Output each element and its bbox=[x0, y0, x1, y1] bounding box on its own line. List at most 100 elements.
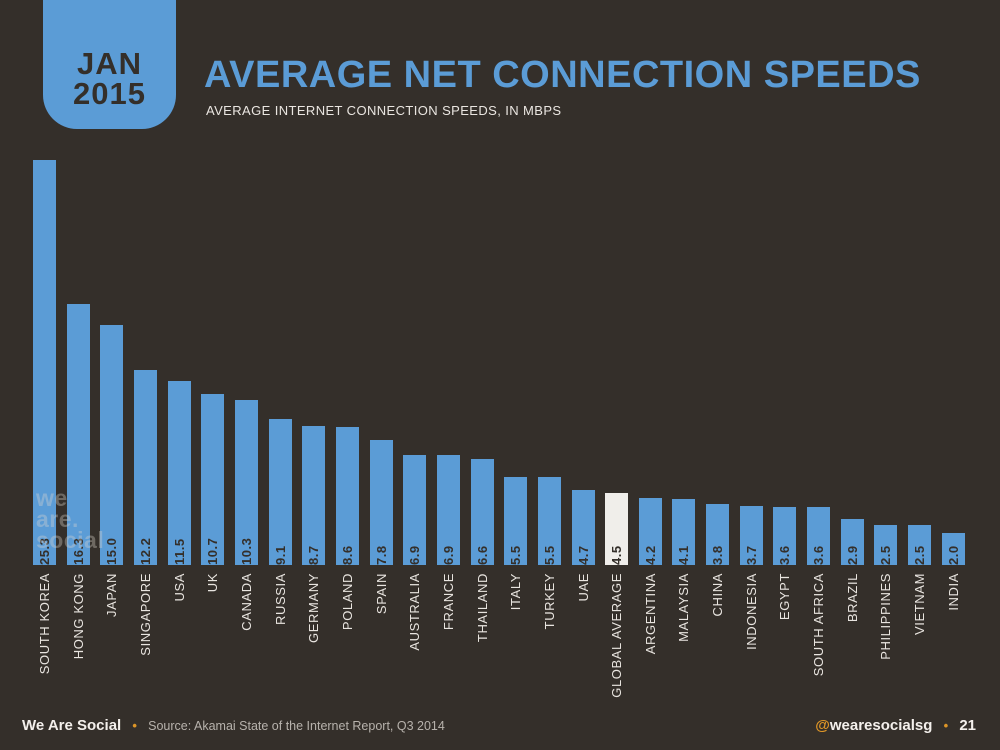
category-label-japan: JAPAN bbox=[104, 573, 120, 617]
category-label-thailand: THAILAND bbox=[474, 573, 490, 643]
bar-australia: 6.9 bbox=[403, 455, 427, 565]
brand-name: We Are Social bbox=[22, 717, 122, 734]
category-slot-australia: AUSTRALIA bbox=[403, 573, 426, 698]
bar-germany: 8.7 bbox=[302, 426, 326, 565]
bar-value-uae: 4.7 bbox=[575, 545, 591, 565]
watermark-line: are. bbox=[36, 506, 79, 532]
bar-value-global-average: 4.5 bbox=[609, 545, 625, 565]
category-slot-indonesia: INDONESIA bbox=[740, 573, 763, 698]
category-label-uk: UK bbox=[205, 573, 221, 593]
bar-egypt: 3.6 bbox=[773, 507, 797, 565]
watermark-line: we bbox=[36, 485, 68, 511]
category-label-south-africa: SOUTH AFRICA bbox=[811, 573, 827, 677]
bar-value-turkey: 5.5 bbox=[541, 545, 557, 565]
category-label-egypt: EGYPT bbox=[777, 573, 793, 621]
category-slot-spain: SPAIN bbox=[370, 573, 393, 698]
bar-philippines: 2.5 bbox=[874, 525, 898, 565]
category-label-canada: CANADA bbox=[238, 573, 254, 631]
bar-value-poland: 8.6 bbox=[339, 545, 355, 565]
bar-japan: 15.0 bbox=[100, 325, 124, 565]
bar-uae: 4.7 bbox=[571, 490, 595, 565]
category-label-argentina: ARGENTINA bbox=[642, 573, 658, 655]
bar-spain: 7.8 bbox=[369, 440, 393, 565]
category-label-turkey: TURKEY bbox=[541, 573, 557, 630]
category-label-france: FRANCE bbox=[440, 573, 456, 631]
category-label-usa: USA bbox=[171, 573, 187, 602]
bar-value-malaysia: 4.1 bbox=[676, 545, 692, 565]
bar-vietnam: 2.5 bbox=[908, 525, 932, 565]
category-label-philippines: PHILIPPINES bbox=[878, 573, 894, 660]
badge-year: 2015 bbox=[73, 76, 146, 111]
bar-value-russia: 9.1 bbox=[272, 545, 288, 565]
bar-poland: 8.6 bbox=[335, 427, 359, 565]
bar-value-philippines: 2.5 bbox=[878, 545, 894, 565]
bar-value-spain: 7.8 bbox=[373, 545, 389, 565]
category-slot-uk: UK bbox=[201, 573, 224, 698]
category-label-australia: AUSTRALIA bbox=[407, 573, 423, 651]
category-slot-usa: USA bbox=[168, 573, 191, 698]
category-slot-global-average: GLOBAL AVERAGE bbox=[605, 573, 628, 698]
category-slot-argentina: ARGENTINA bbox=[639, 573, 662, 698]
bar-south-africa: 3.6 bbox=[807, 507, 831, 565]
bar-value-usa: 11.5 bbox=[171, 538, 187, 565]
bar-india: 2.0 bbox=[941, 533, 965, 565]
category-label-indonesia: INDONESIA bbox=[743, 573, 759, 650]
category-slot-china: CHINA bbox=[706, 573, 729, 698]
category-label-global-average: GLOBAL AVERAGE bbox=[609, 573, 625, 698]
category-label-uae: UAE bbox=[575, 573, 591, 602]
bullet-separator-icon: • bbox=[132, 718, 137, 733]
category-slot-canada: CANADA bbox=[235, 573, 258, 698]
at-sign-icon: @ bbox=[815, 717, 830, 734]
category-slot-thailand: THAILAND bbox=[471, 573, 494, 698]
bar-value-vietnam: 2.5 bbox=[912, 545, 928, 565]
bar-value-japan: 15.0 bbox=[104, 537, 120, 565]
category-slot-uae: UAE bbox=[572, 573, 595, 698]
category-label-south-korea: SOUTH KOREA bbox=[37, 573, 52, 675]
social-handle: wearesocialsg bbox=[829, 717, 933, 734]
bar-argentina: 4.2 bbox=[638, 498, 662, 565]
bar-value-australia: 6.9 bbox=[407, 545, 423, 565]
bar-value-singapore: 12.2 bbox=[137, 537, 153, 565]
category-label-brazil: BRAZIL bbox=[844, 573, 860, 623]
bar-turkey: 5.5 bbox=[537, 477, 561, 565]
bar-value-italy: 5.5 bbox=[508, 545, 524, 565]
category-label-china: CHINA bbox=[710, 573, 726, 617]
bar-malaysia: 4.1 bbox=[672, 499, 696, 565]
category-slot-vietnam: VIETNAM bbox=[908, 573, 931, 698]
category-slot-malaysia: MALAYSIA bbox=[672, 573, 695, 698]
bar-russia: 9.1 bbox=[268, 419, 292, 565]
category-slot-philippines: PHILIPPINES bbox=[874, 573, 897, 698]
category-label-spain: SPAIN bbox=[373, 573, 389, 615]
page-number: 21 bbox=[959, 717, 976, 734]
watermark-line: social bbox=[36, 527, 105, 553]
bar-value-france: 6.9 bbox=[440, 545, 456, 565]
category-slot-italy: ITALY bbox=[504, 573, 527, 698]
category-label-hong-kong: HONG KONG bbox=[70, 573, 86, 660]
category-slot-egypt: EGYPT bbox=[773, 573, 796, 698]
bar-value-argentina: 4.2 bbox=[642, 545, 658, 565]
category-slot-turkey: TURKEY bbox=[538, 573, 561, 698]
category-slot-singapore: SINGAPORE bbox=[134, 573, 157, 698]
bar-south-korea: 25.3 bbox=[33, 160, 56, 565]
bar-value-brazil: 2.9 bbox=[844, 545, 860, 565]
bar-value-germany: 8.7 bbox=[306, 545, 322, 565]
category-slot-france: FRANCE bbox=[437, 573, 460, 698]
bar-value-canada: 10.3 bbox=[238, 537, 254, 565]
bar-singapore: 12.2 bbox=[133, 370, 157, 565]
category-slot-japan: JAPAN bbox=[100, 573, 123, 698]
bullet-separator-icon: • bbox=[943, 718, 949, 733]
category-slot-hong-kong: HONG KONG bbox=[67, 573, 90, 698]
we-are-social-logo-watermark: we are. social bbox=[36, 485, 105, 553]
bar-value-thailand: 6.6 bbox=[474, 545, 490, 565]
bar-value-indonesia: 3.7 bbox=[743, 545, 759, 565]
bar-value-china: 3.8 bbox=[710, 545, 726, 565]
bar-value-egypt: 3.6 bbox=[777, 545, 793, 565]
category-slot-india: INDIA bbox=[942, 573, 965, 698]
date-badge: JAN 2015 bbox=[43, 0, 176, 129]
category-slot-poland: POLAND bbox=[336, 573, 359, 698]
category-label-malaysia: MALAYSIA bbox=[676, 573, 692, 642]
page-subtitle: AVERAGE INTERNET CONNECTION SPEEDS, IN M… bbox=[206, 103, 562, 118]
bar-china: 3.8 bbox=[706, 504, 730, 565]
badge-month: JAN bbox=[76, 46, 142, 81]
bar-chart: 25.3 16.3 15.0 12.2 11.5 10.7 10.3 9.1 8.7 8.6 7.8… bbox=[33, 160, 965, 565]
